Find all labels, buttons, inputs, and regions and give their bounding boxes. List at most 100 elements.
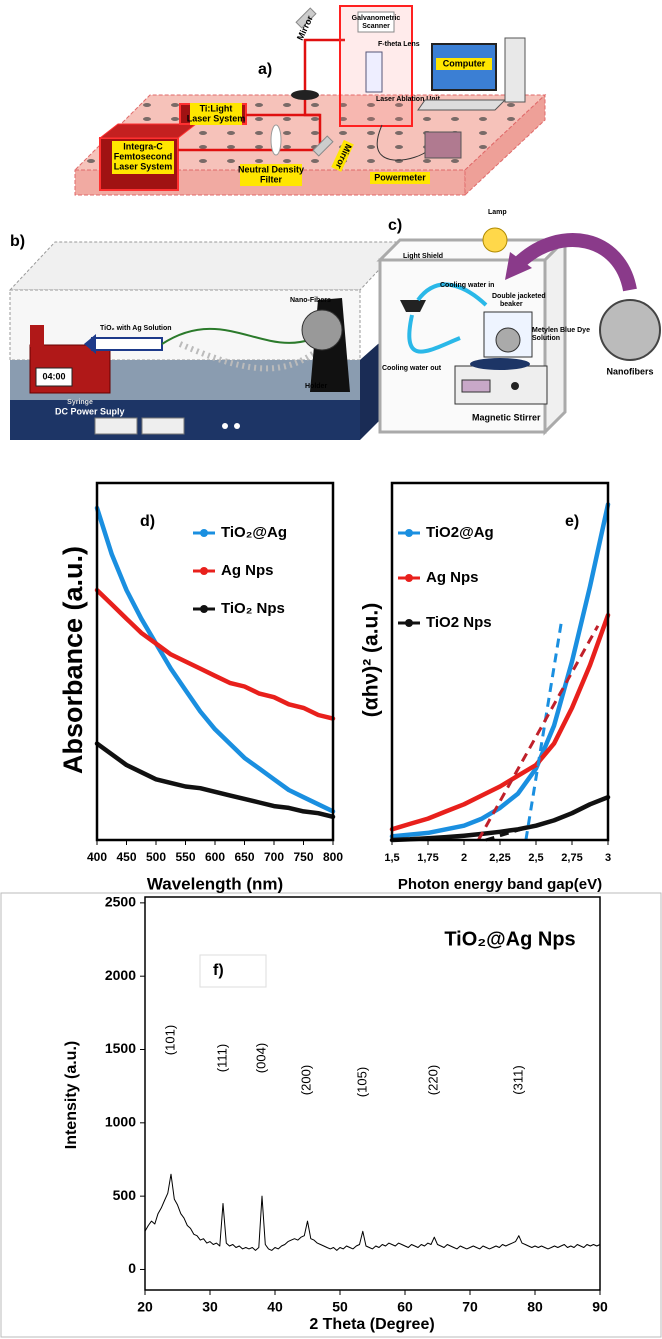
label: Syringe [67, 399, 93, 406]
legend-marker [200, 529, 208, 537]
peak-label: (220) [425, 1065, 440, 1095]
x-tick-label: 40 [267, 1299, 283, 1315]
legend-label: TiO₂ Nps [221, 600, 285, 617]
label: F-theta Lens [378, 41, 420, 48]
label: beaker [500, 301, 523, 308]
legend-marker [405, 574, 413, 582]
label-box [370, 172, 430, 184]
label: Lamp [488, 209, 507, 216]
label: TiO₂ with Ag Solution [100, 325, 172, 332]
label: Magnetic Stirrer [472, 412, 541, 422]
label: Light Shield [403, 253, 443, 260]
x-tick-label: 700 [264, 850, 284, 864]
label: Holder [305, 383, 327, 390]
panel-b: DC Power Suply 04:00 Syringe TiO₂ with A… [8, 233, 407, 440]
label-box [331, 139, 354, 172]
cable [376, 124, 429, 161]
label: Nano-Fibers [290, 297, 331, 304]
label: Galvanometric [352, 15, 401, 22]
arrow [84, 334, 96, 354]
table-side [464, 93, 546, 197]
label: Cooling water in [440, 282, 494, 289]
mirror [295, 7, 317, 29]
stir-plate [470, 358, 530, 370]
legend-label: Ag Nps [426, 569, 479, 586]
label-box [190, 103, 242, 125]
label: Neutral Density [238, 164, 304, 174]
tower [504, 37, 526, 103]
label: DC Power Suply [55, 406, 125, 416]
panel-label: f) [213, 962, 224, 979]
legend-marker [405, 529, 413, 537]
knob [511, 382, 519, 390]
label: Laser System [187, 113, 246, 123]
x-tick-label: 600 [205, 850, 225, 864]
x-tick-label: 800 [323, 850, 343, 864]
x-tick-label: 90 [592, 1299, 608, 1315]
keyboard [417, 99, 507, 111]
legend-label: TiO2 Nps [426, 614, 492, 631]
y-tick-label: 0 [128, 1260, 136, 1276]
x-tick-label: 2 [461, 852, 467, 864]
x-axis-label: 2 Theta (Degree) [309, 1316, 434, 1333]
x-tick-label: 3 [605, 852, 611, 864]
annotation-box [199, 954, 267, 988]
label: Ti:Light [200, 103, 233, 113]
lens [291, 90, 319, 100]
data-line [389, 502, 611, 839]
legend-marker [405, 619, 413, 627]
syringe [91, 337, 163, 351]
sink [400, 300, 426, 312]
x-tick-label: 50 [332, 1299, 348, 1315]
cuvette [365, 51, 383, 93]
pump-post [30, 325, 44, 347]
tube [416, 282, 488, 307]
label: Metylen Blue Dye [532, 327, 590, 334]
meter [141, 417, 185, 435]
label: Mirror [295, 14, 315, 42]
y-tick-label: 2500 [105, 894, 136, 910]
panel-label: c) [388, 217, 402, 234]
display [461, 379, 491, 393]
peak-label: (004) [253, 1043, 268, 1073]
label-box [436, 58, 492, 70]
label-box [112, 141, 174, 174]
data-line [94, 741, 336, 820]
power-supply [10, 400, 360, 440]
knob [222, 423, 228, 429]
label: Solution [532, 335, 560, 342]
y-axis-label: Absorbance (a.u.) [58, 546, 88, 774]
label: Scanner [362, 23, 390, 30]
x-tick-label: 650 [234, 850, 254, 864]
knob [234, 423, 240, 429]
panel-a: Ti:Light Laser System Integra-C Femtosec… [73, 5, 547, 197]
tangent-line [524, 618, 564, 841]
x-tick-label: 400 [87, 850, 107, 864]
legend-label: TiO₂@Ag [221, 524, 287, 541]
data-line [144, 1173, 601, 1251]
y-axis-label: Intensity (a.u.) [63, 1041, 80, 1149]
tube [407, 314, 461, 354]
y-tick-label: 1000 [105, 1114, 136, 1130]
display [35, 367, 73, 387]
peak-label: (200) [298, 1065, 313, 1095]
x-tick-label: 80 [527, 1299, 543, 1315]
scanner [357, 11, 395, 33]
label: Laser Ablation Unit [376, 96, 441, 103]
tangent-line [477, 625, 600, 841]
label-box [240, 164, 302, 186]
label: Laser System [114, 161, 173, 171]
panel-label: d) [140, 513, 155, 530]
peak-label: (111) [214, 1044, 229, 1072]
legend-marker [200, 605, 208, 613]
meter [94, 417, 138, 435]
plot-frame [144, 896, 601, 1291]
y-tick-label: 1500 [105, 1040, 136, 1056]
data-line [94, 505, 336, 814]
enclosure-top [8, 241, 407, 291]
x-tick-label: 1,5 [384, 852, 399, 864]
x-tick-label: 2,25 [489, 852, 510, 864]
label: Double jacketed [492, 293, 546, 300]
x-tick-label: 450 [116, 850, 136, 864]
